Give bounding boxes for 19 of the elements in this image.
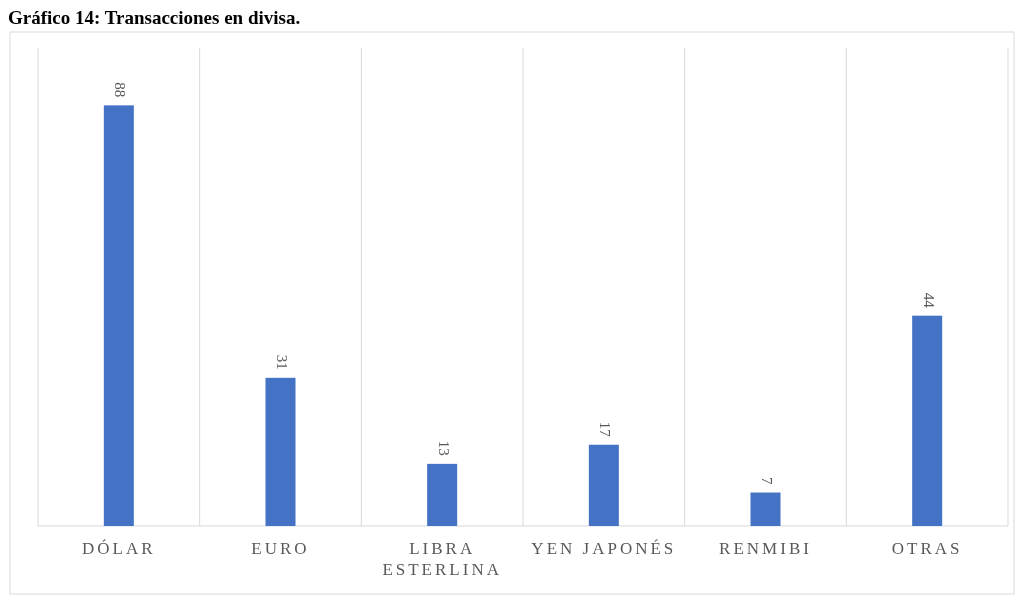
x-tick-label: EURO [251, 539, 310, 558]
x-tick-label: YEN JAPONÉS [531, 539, 677, 558]
bar [912, 315, 943, 526]
x-tick-label: OTRAS [891, 539, 963, 558]
x-tick-label: LIBRA ESTERLINA [382, 539, 502, 579]
bar [750, 492, 781, 526]
chart-title: Gráfico 14: Transacciones en divisa. [8, 7, 301, 28]
bar [103, 105, 134, 526]
data-label: 88 [112, 82, 129, 98]
bar [588, 444, 619, 526]
bar [265, 377, 296, 526]
data-label: 7 [759, 477, 776, 486]
x-tick-label: RENMIBI [719, 539, 812, 558]
data-label: 44 [920, 292, 937, 309]
x-tick-label: DÓLAR [82, 539, 156, 558]
data-label: 17 [597, 421, 614, 438]
bar [427, 463, 458, 526]
data-label: 13 [435, 440, 452, 456]
data-label: 31 [274, 354, 291, 370]
